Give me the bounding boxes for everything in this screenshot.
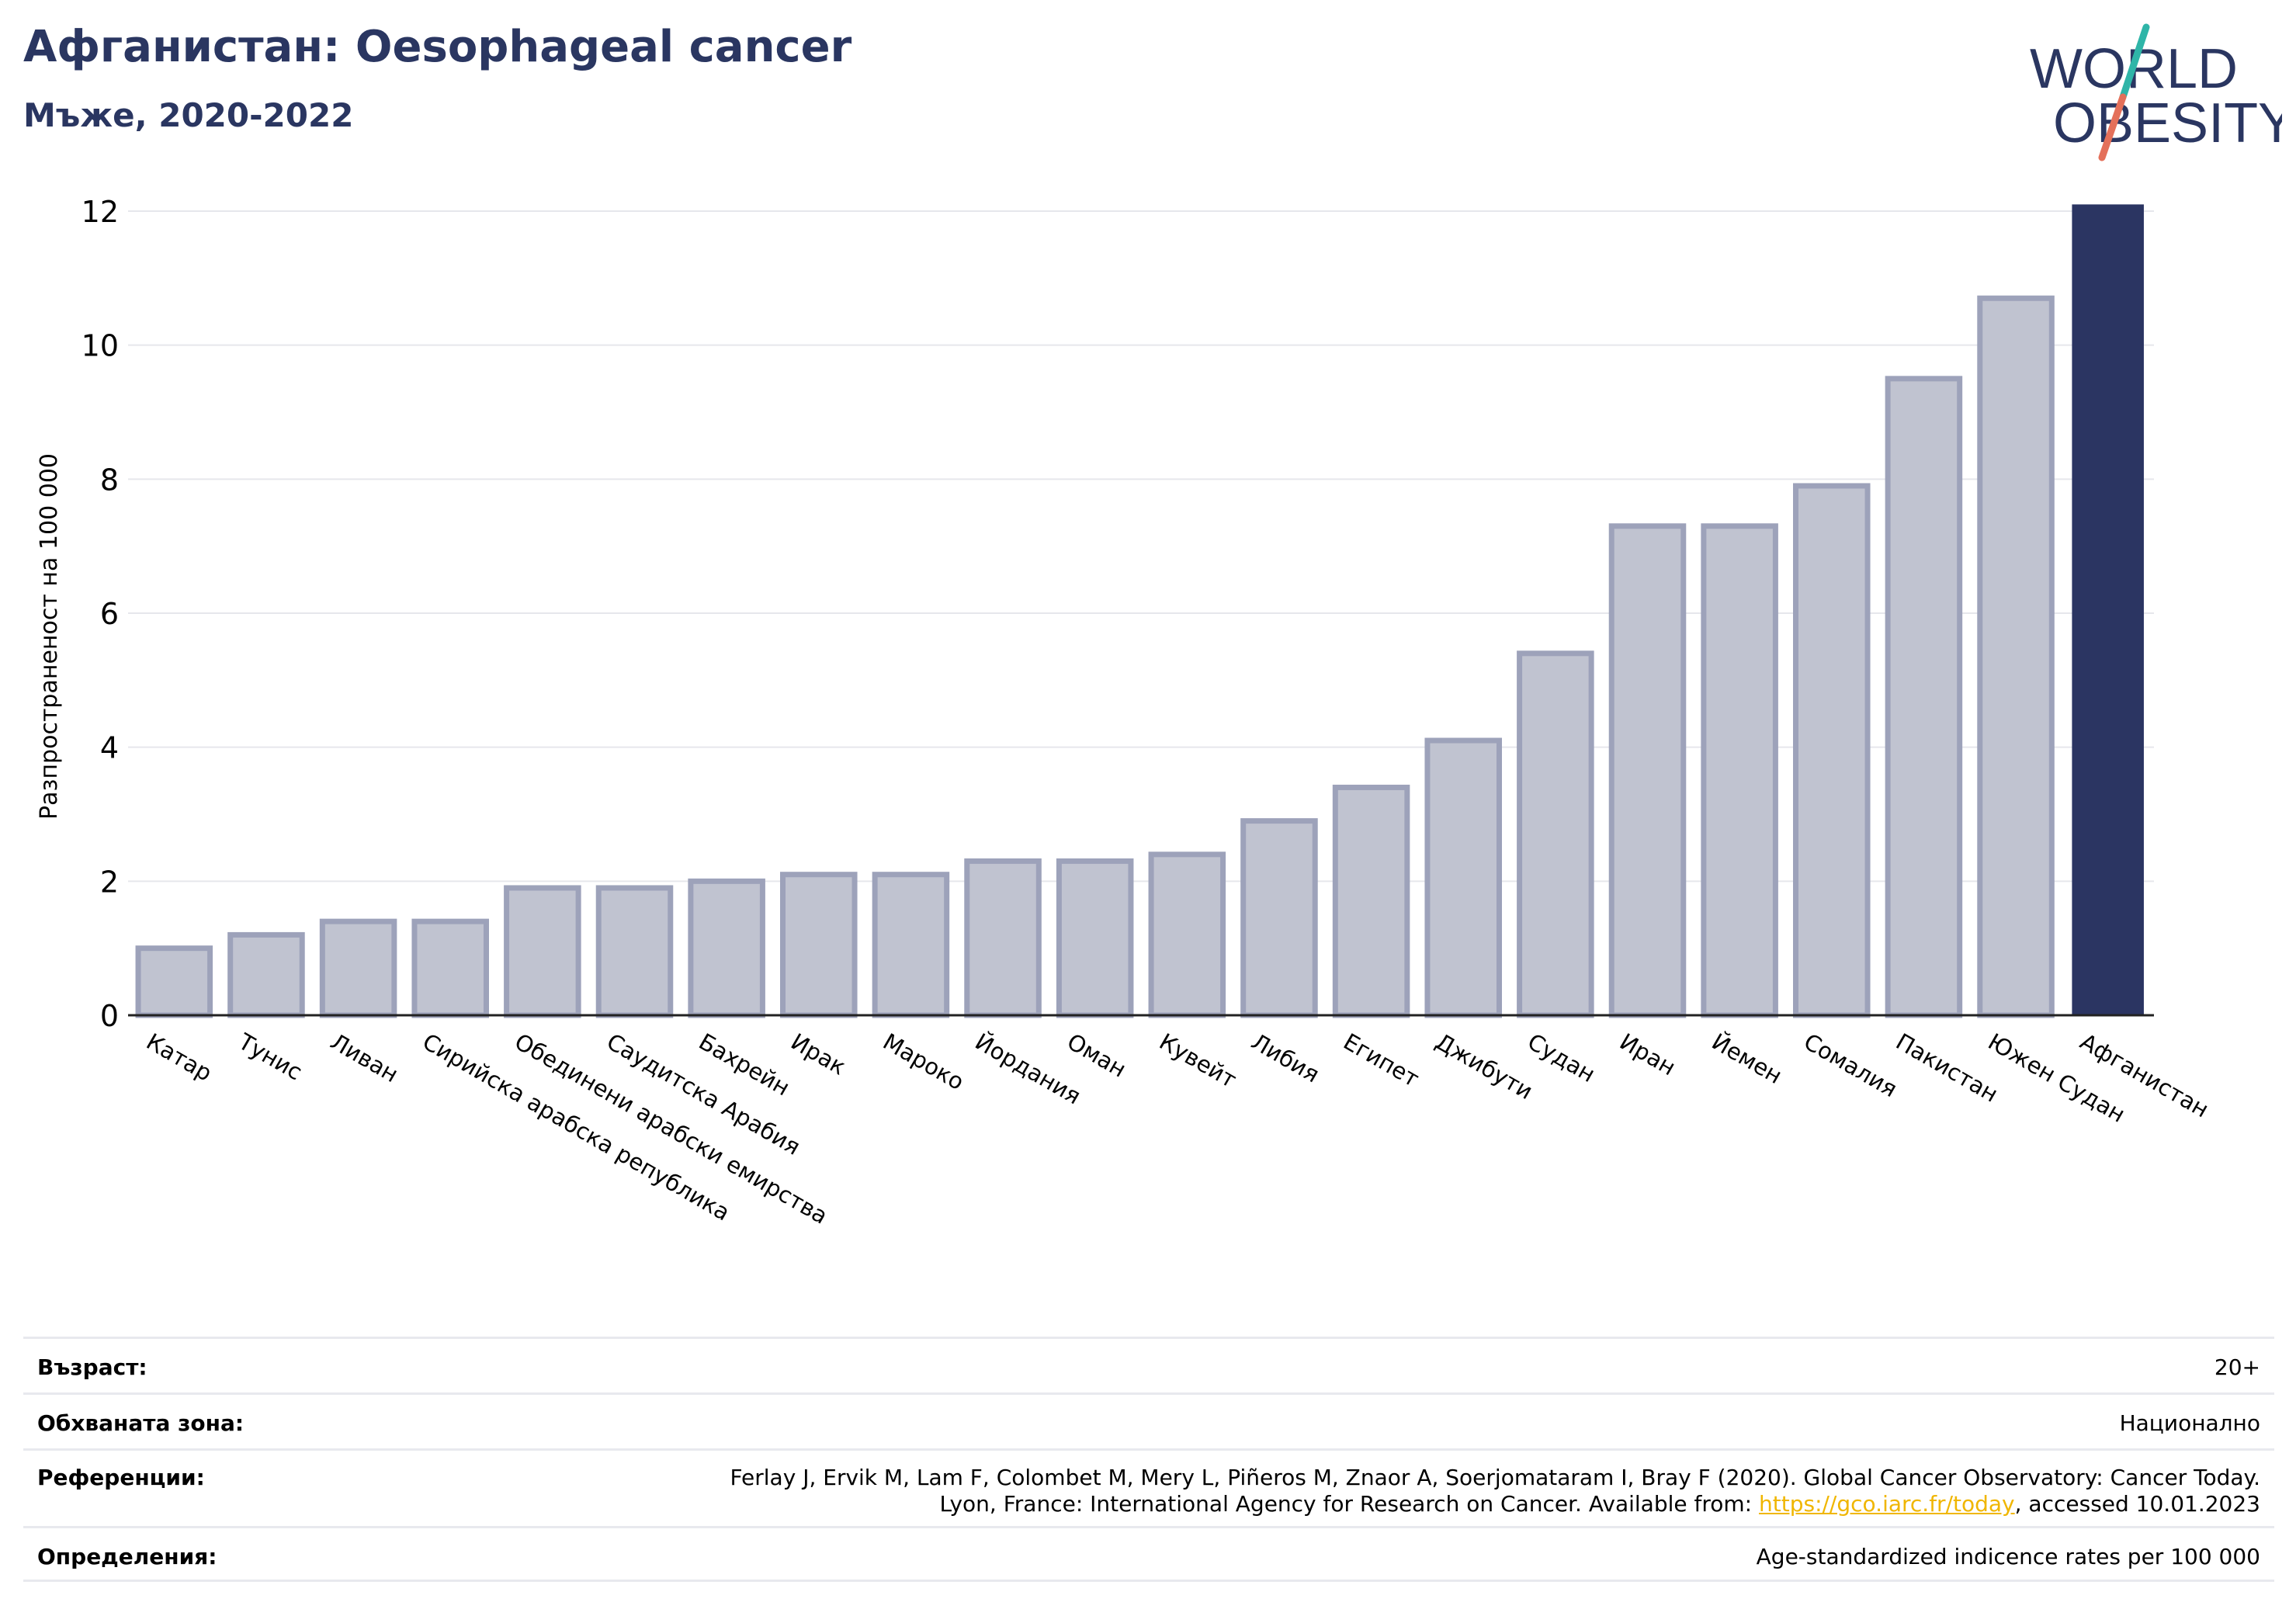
chart-subtitle: Мъже, 2020-2022 bbox=[23, 96, 354, 134]
bar bbox=[1056, 858, 1134, 1018]
x-tick-label: Катар bbox=[142, 1028, 217, 1087]
x-tick-label: Йемен bbox=[1708, 1028, 1787, 1090]
y-tick-label: 12 bbox=[82, 195, 119, 229]
logo-word-obesity: OBESITY bbox=[2053, 92, 2282, 154]
y-tick-label: 6 bbox=[100, 597, 119, 631]
bar bbox=[1517, 650, 1594, 1018]
x-tick-label: Кувейт bbox=[1155, 1028, 1241, 1094]
references-link[interactable]: https://gco.iarc.fr/today bbox=[1759, 1491, 2015, 1517]
y-tick-label: 8 bbox=[100, 463, 119, 497]
bar bbox=[1332, 784, 1410, 1018]
age-label: Възраст: bbox=[37, 1354, 147, 1380]
y-axis-label: Разпространеност на 100 000 bbox=[36, 453, 63, 820]
bar bbox=[964, 858, 1042, 1018]
definitions-label: Определения: bbox=[37, 1544, 217, 1569]
bar bbox=[780, 872, 858, 1018]
bar bbox=[595, 885, 674, 1018]
y-tick-label: 4 bbox=[100, 731, 119, 765]
references-label: Референции: bbox=[37, 1465, 205, 1490]
x-tick-label: Тунис bbox=[234, 1028, 307, 1085]
x-tick-label: Мароко bbox=[879, 1028, 969, 1096]
x-tick-label: Судан bbox=[1523, 1028, 1600, 1088]
bar bbox=[2072, 204, 2144, 1015]
logo-slash-teal bbox=[2119, 23, 2150, 101]
coverage-value: Национално bbox=[2119, 1410, 2260, 1436]
x-tick-label: Иран bbox=[1615, 1028, 1680, 1081]
x-tick-label: Джибути bbox=[1431, 1028, 1538, 1105]
bar bbox=[1148, 851, 1226, 1018]
references-line-2-suffix: , accessed 10.01.2023 bbox=[2014, 1491, 2260, 1517]
bar bbox=[872, 872, 950, 1018]
info-row-references: Референции: Ferlay J, Ervik M, Lam F, Co… bbox=[23, 1448, 2274, 1526]
bar bbox=[1885, 376, 1963, 1018]
definitions-value: Age-standardized indicence rates per 100… bbox=[1756, 1544, 2260, 1569]
age-value: 20+ bbox=[2214, 1354, 2260, 1380]
x-tick-label: Оман bbox=[1063, 1028, 1131, 1083]
bar bbox=[1424, 737, 1502, 1018]
bar bbox=[135, 945, 213, 1018]
bar bbox=[319, 918, 397, 1018]
references-line-2-prefix: Lyon, France: International Agency for R… bbox=[939, 1491, 1759, 1517]
info-table: Възраст: 20+ Обхваната зона: Национално … bbox=[23, 1337, 2274, 1582]
bar bbox=[688, 878, 765, 1018]
logo-slash-coral bbox=[2098, 93, 2127, 161]
y-tick-label: 10 bbox=[82, 329, 119, 363]
bar bbox=[1608, 523, 1687, 1018]
info-row-coverage: Обхваната зона: Национално bbox=[23, 1392, 2274, 1448]
bar bbox=[411, 918, 489, 1018]
coverage-label: Обхваната зона: bbox=[37, 1410, 245, 1436]
x-tick-label: Либия bbox=[1247, 1028, 1323, 1088]
x-tick-label: Сомалия bbox=[1799, 1028, 1902, 1103]
world-obesity-logo: WORLD OBESITY bbox=[2030, 23, 2282, 161]
bar bbox=[1977, 295, 2055, 1018]
bar bbox=[1793, 483, 1871, 1018]
info-row-age: Възраст: 20+ bbox=[23, 1337, 2274, 1392]
bar bbox=[504, 885, 581, 1018]
y-tick-label: 0 bbox=[100, 999, 119, 1033]
bar bbox=[227, 931, 305, 1018]
x-tick-label: Пакистан bbox=[1892, 1028, 2003, 1108]
chart-title: Афганистан: Oesophageal cancer bbox=[23, 22, 852, 72]
references-value: Ferlay J, Ervik M, Lam F, Colombet M, Me… bbox=[730, 1465, 2260, 1517]
bar bbox=[1240, 818, 1318, 1018]
info-row-definitions: Определения: Age-standardized indicence … bbox=[23, 1526, 2274, 1582]
x-tick-label: Египет bbox=[1339, 1028, 1424, 1093]
y-tick-label: 2 bbox=[100, 865, 119, 899]
x-tick-label: Ирак bbox=[786, 1028, 850, 1080]
bar bbox=[1701, 523, 1778, 1018]
references-line-1: Ferlay J, Ervik M, Lam F, Colombet M, Me… bbox=[730, 1465, 2260, 1490]
bar-chart: 0 2 4 6 8 10 12 Разпространеност на 100 000 Ката… bbox=[36, 195, 2213, 1229]
x-tick-label: Ливан bbox=[326, 1028, 403, 1088]
